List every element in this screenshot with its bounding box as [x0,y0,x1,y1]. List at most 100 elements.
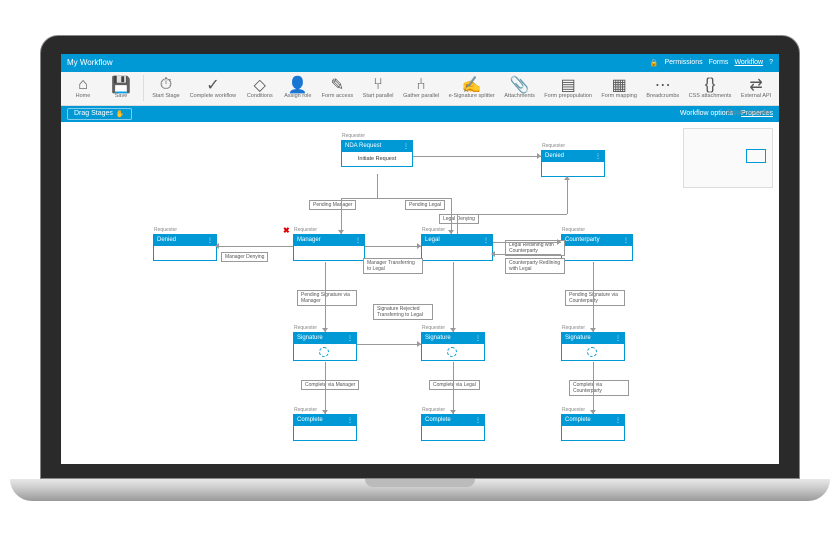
transition-label-comp_via1[interactable]: Complete via Manager [301,380,359,390]
workflow-node-counter[interactable]: RequesterCounterparty⋮ [561,234,633,261]
transition-label-mgr_denying[interactable]: Manager Denying [221,252,268,262]
home-label: Home [76,93,91,99]
node-body [422,426,484,440]
node-body [562,344,624,360]
toolbar-form-access-button[interactable]: ✎Form access [318,76,357,101]
laptop-base [10,479,830,501]
help-icon[interactable]: ? [769,59,773,66]
node-header: Denied⋮ [154,235,216,246]
node-menu-icon[interactable]: ⋮ [615,417,621,424]
gather-parallel-icon: ⑃ [414,78,428,92]
transition-label-pend_sig_cp[interactable]: Pending Signature via Counterparty [565,290,625,306]
workflow-node-legal[interactable]: RequesterLegal⋮ [421,234,493,261]
workflow-node-manager[interactable]: RequesterManager⋮ [293,234,365,261]
hand-icon: ✋ [116,110,125,118]
connector [357,344,421,345]
workflow-canvas[interactable]: Toggle navigator RequesterNDA Request⋮In… [61,122,779,464]
workflow-node-denied1[interactable]: RequesterDenied⋮ [153,234,217,261]
toolbar-start-stage-button[interactable]: ⏱Start Stage [148,76,184,101]
connector [453,262,454,332]
transition-label-cp_red[interactable]: Counterparty Redlining with Legal [505,258,565,274]
node-menu-icon[interactable]: ⋮ [615,335,621,342]
workflow-options-link[interactable]: Workflow options [680,110,733,117]
toolbar-conditions-button[interactable]: ◇Conditions [242,76,278,101]
node-menu-icon[interactable]: ⋮ [355,237,361,244]
workflow-node-comp2[interactable]: RequesterComplete⋮ [421,414,485,441]
toolbar-attachments-button[interactable]: 📎Attachments [500,76,538,101]
workflow-node-sig2[interactable]: RequesterSignature⋮ [421,332,485,361]
minimap-viewport [746,149,766,163]
toggle-navigator-link[interactable]: Toggle navigator [727,110,771,116]
node-header: Counterparty⋮ [562,235,632,246]
transition-label-legal_red[interactable]: Legal Redlining with Counterparty [505,240,565,256]
node-menu-icon[interactable]: ⋮ [403,143,409,150]
node-header: Legal⋮ [422,235,492,246]
toolbar-css-attachments-button[interactable]: {}CSS attachments [685,76,735,101]
toolbar-assign-role-button[interactable]: 👤Assign role [280,76,316,101]
transition-label-pend_legal[interactable]: Pending Legal [405,200,445,210]
transition-label-pend_sig_mgr[interactable]: Pending Signature via Manager [297,290,357,306]
node-menu-icon[interactable]: ⋮ [347,417,353,424]
toolbar-separator [143,75,144,101]
node-header: Signature⋮ [422,333,484,344]
assign-role-icon: 👤 [291,78,305,92]
node-role: Requester [342,133,365,139]
breadcrumbs-label: Breadcrumbs [646,93,679,99]
node-body [294,344,356,360]
node-role: Requester [562,407,585,413]
node-menu-icon[interactable]: ⋮ [347,335,353,342]
permissions-link[interactable]: Permissions [664,59,702,66]
node-header: Complete⋮ [294,415,356,426]
workflow-link[interactable]: Workflow [734,59,763,66]
workflow-node-sig1[interactable]: RequesterSignature⋮ [293,332,357,361]
node-menu-icon[interactable]: ⋮ [475,417,481,424]
workflow-node-nda[interactable]: RequesterNDA Request⋮Initiate Request [341,140,413,167]
forms-link[interactable]: Forms [709,59,729,66]
gather-parallel-label: Gather parallel [403,93,439,99]
node-menu-icon[interactable]: ⋮ [207,237,213,244]
signature-icon [587,347,597,357]
node-menu-icon[interactable]: ⋮ [623,237,629,244]
transition-label-pend_mgr[interactable]: Pending Manager [309,200,356,210]
node-role: Requester [422,407,445,413]
toolbar-complete-workflow-button[interactable]: ✓Complete workflow [186,76,240,101]
node-role: Requester [422,325,445,331]
workflow-node-comp3[interactable]: RequesterComplete⋮ [561,414,625,441]
toolbar-breadcrumbs-button[interactable]: ⋯Breadcrumbs [643,76,683,101]
toolbar-form-prepopulation-button[interactable]: ▤Form prepopulation [541,76,596,101]
transition-label-comp_via3[interactable]: Complete via Counterparty [569,380,629,396]
attachments-label: Attachments [504,93,535,99]
node-role: Requester [154,227,177,233]
esignature-splitter-icon: ✍ [465,78,479,92]
node-role: Requester [542,143,565,149]
node-menu-icon[interactable]: ⋮ [595,153,601,160]
minimap[interactable] [683,128,773,188]
drag-stages-button[interactable]: Drag Stages ✋ [67,108,132,120]
connector [377,174,378,198]
workflow-node-denied2[interactable]: RequesterDenied⋮ [541,150,605,177]
toolbar-save-button[interactable]: 💾Save [103,76,139,101]
transition-label-mgr_xfer[interactable]: Manager Transferring to Legal [363,258,423,274]
node-menu-icon[interactable]: ⋮ [475,335,481,342]
toolbar-esignature-splitter-button[interactable]: ✍e-Signature splitter [445,76,499,101]
toolbar-gather-parallel-button[interactable]: ⑃Gather parallel [399,76,443,101]
toolbar-home-button[interactable]: ⌂Home [65,76,101,101]
toolbar-form-mapping-button[interactable]: ▦Form mapping [598,76,641,101]
signature-icon [319,347,329,357]
transition-label-legal_deny[interactable]: Legal Denying [439,214,479,224]
laptop-frame: My Workflow 🔒 Permissions Forms Workflow… [40,35,800,501]
node-body [562,246,632,260]
toolbar-external-api-button[interactable]: ⇄External API [737,76,775,101]
transition-label-comp_via2[interactable]: Complete via Legal [429,380,480,390]
complete-workflow-icon: ✓ [206,78,220,92]
workflow-node-comp1[interactable]: RequesterComplete⋮ [293,414,357,441]
node-title: Denied [545,153,564,159]
node-menu-icon[interactable]: ⋮ [483,237,489,244]
start-stage-label: Start Stage [152,93,180,99]
workflow-node-sig3[interactable]: RequesterSignature⋮ [561,332,625,361]
start-stage-icon: ⏱ [159,78,173,92]
node-role: Requester [294,325,317,331]
transition-label-sig_rej[interactable]: Signature Rejected Transferring to Legal [373,304,433,320]
toolbar-start-parallel-button[interactable]: ⑂Start parallel [359,76,397,101]
home-icon: ⌂ [76,78,90,92]
